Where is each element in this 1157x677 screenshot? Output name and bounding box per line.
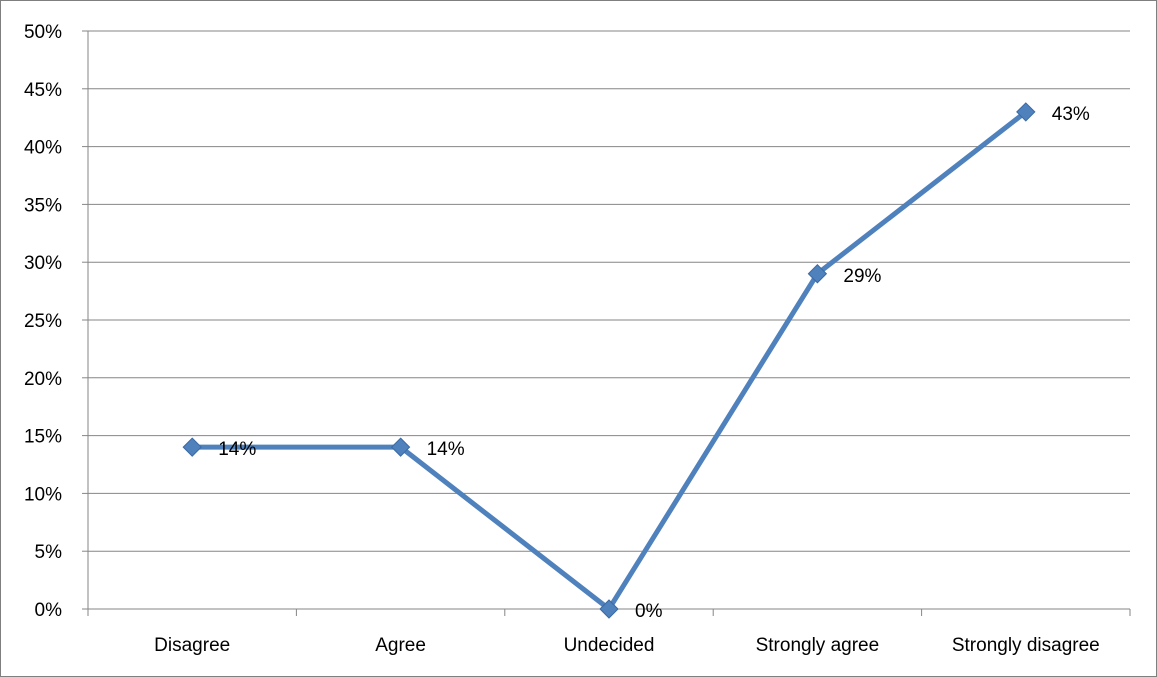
data-label: 0% xyxy=(635,601,663,622)
y-tick-label: 35% xyxy=(24,195,62,216)
y-tick-label: 0% xyxy=(35,600,63,621)
data-label: 14% xyxy=(218,439,256,460)
x-category-label: Strongly disagree xyxy=(952,635,1100,656)
y-tick-label: 50% xyxy=(24,22,62,43)
y-tick-label: 15% xyxy=(24,427,62,448)
y-tick-label: 45% xyxy=(24,80,62,101)
data-label: 14% xyxy=(427,439,465,460)
data-point-marker xyxy=(807,264,828,284)
data-point-marker xyxy=(182,437,202,457)
data-label: 29% xyxy=(843,266,881,287)
data-label: 43% xyxy=(1052,104,1090,125)
data-point-marker xyxy=(599,599,619,619)
y-tick-label: 40% xyxy=(24,138,62,159)
y-tick-label: 10% xyxy=(24,484,62,505)
data-point-marker xyxy=(1016,102,1036,122)
series-line xyxy=(192,109,1028,612)
y-tick-label: 5% xyxy=(35,542,63,563)
y-tick-label: 30% xyxy=(24,253,62,274)
y-tick-label: 25% xyxy=(24,311,62,332)
x-category-label: Undecided xyxy=(564,635,655,656)
y-tick-label: 20% xyxy=(24,369,62,390)
x-category-label: Disagree xyxy=(154,635,230,656)
data-point-marker xyxy=(390,437,411,457)
x-category-label: Strongly agree xyxy=(756,635,880,656)
x-category-label: Agree xyxy=(375,635,426,656)
